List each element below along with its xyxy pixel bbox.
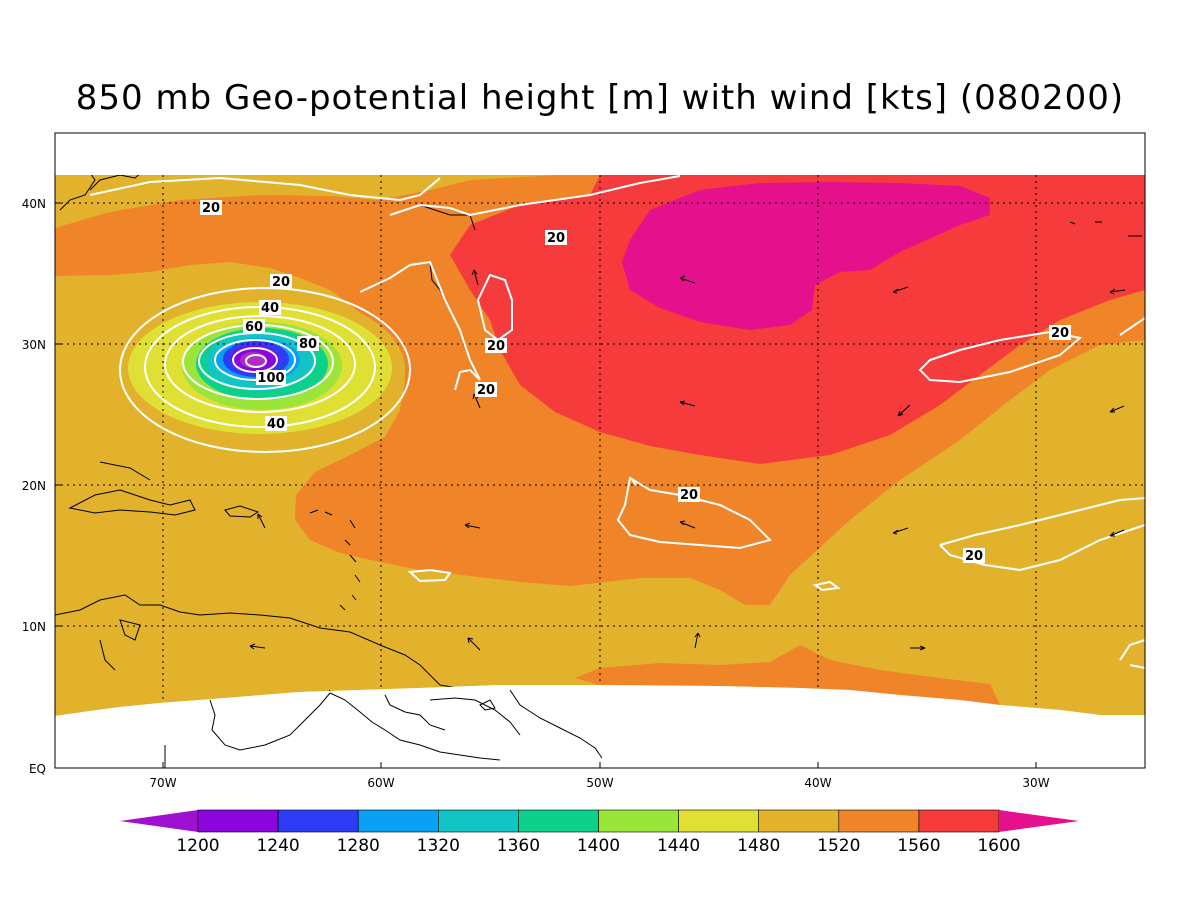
missing-data-north [55,133,1145,175]
svg-text:20: 20 [487,339,505,354]
colorbar-label: 1440 [657,836,700,856]
missing-data-south [55,685,1145,768]
lat-lon-grid [55,133,1145,768]
axis-ticks [55,202,1037,769]
contour-label: 20 [1049,325,1071,341]
lon-label: 70W [149,776,176,790]
wind-arrows [249,221,1142,651]
svg-text:20: 20 [202,201,220,216]
svg-text:40: 40 [267,417,285,432]
colorbar-swatch [758,809,840,833]
svg-text:100: 100 [257,371,284,386]
colorbar-swatch [518,809,599,833]
colorbar-label: 1280 [337,836,380,856]
contour-label: 20 [475,382,497,398]
colorbar-swatch [437,809,519,833]
svg-text:20: 20 [477,383,495,398]
colorbar-label: 1520 [817,836,860,856]
colorbar-label: 1320 [417,836,460,856]
contour-label: 20 [545,230,567,246]
colorbar-swatch [678,809,759,833]
lat-label: 30N [22,338,46,352]
lat-label: EQ [29,762,46,776]
contour-label: 100 [256,370,286,386]
colorbar-swatch [357,809,439,833]
colorbar: 1200 1240 1280 1320 1360 1400 1440 1480 1520 1560… [120,809,1079,856]
colorbar-swatch [838,809,920,833]
lat-tick-labels: 40N 30N 20N 10N EQ [22,197,46,776]
colorbar-label: 1600 [977,836,1020,856]
colorbar-swatch [197,809,279,833]
contour-label: 20 [200,200,222,216]
svg-text:80: 80 [299,337,317,352]
colorbar-label: 1360 [497,836,540,856]
contour-label: 20 [963,548,985,564]
contour-label: 20 [485,338,507,354]
height-field [55,133,1145,768]
map-title: 850 mb Geo-potential height [m] with win… [75,78,1125,118]
colorbar-label: 1240 [256,836,299,856]
lon-label: 60W [367,776,394,790]
wind-contour-labels: 20 20 20 20 40 60 80 100 40 20 20 20 20 [200,200,1071,564]
lon-label: 40W [804,776,831,790]
svg-text:20: 20 [1051,326,1069,341]
colorbar-max-arrow [999,810,1079,832]
svg-text:40: 40 [261,301,279,316]
contour-label: 20 [270,274,292,290]
svg-text:60: 60 [245,320,263,335]
svg-text:20: 20 [965,549,983,564]
contour-label: 80 [297,336,319,352]
lon-label: 30W [1022,776,1049,790]
south-america-coast [164,689,603,768]
colorbar-swatch [918,809,1000,833]
contour-label: 40 [265,416,287,432]
wind-contours [89,175,1145,669]
contour-label: 40 [259,300,281,316]
colorbar-label: 1400 [577,836,620,856]
svg-text:20: 20 [680,488,698,503]
colorbar-min-arrow [120,810,198,832]
colorbar-label: 1200 [176,836,219,856]
fill-above-1600 [622,182,990,330]
colorbar-label: 1560 [897,836,940,856]
colorbar-swatch [598,809,679,833]
colorbar-swatch [277,809,359,833]
fill-1520-1560-south [575,645,1000,705]
lat-label: 20N [22,479,46,493]
svg-text:20: 20 [272,275,290,290]
lon-label: 50W [586,776,613,790]
contour-label: 60 [243,319,265,335]
lat-label: 40N [22,197,46,211]
colorbar-label: 1480 [737,836,780,856]
lon-tick-labels: 70W 60W 50W 40W 30W [149,776,1049,790]
contour-label: 20 [678,487,700,503]
lat-label: 10N [22,620,46,634]
svg-text:20: 20 [547,231,565,246]
